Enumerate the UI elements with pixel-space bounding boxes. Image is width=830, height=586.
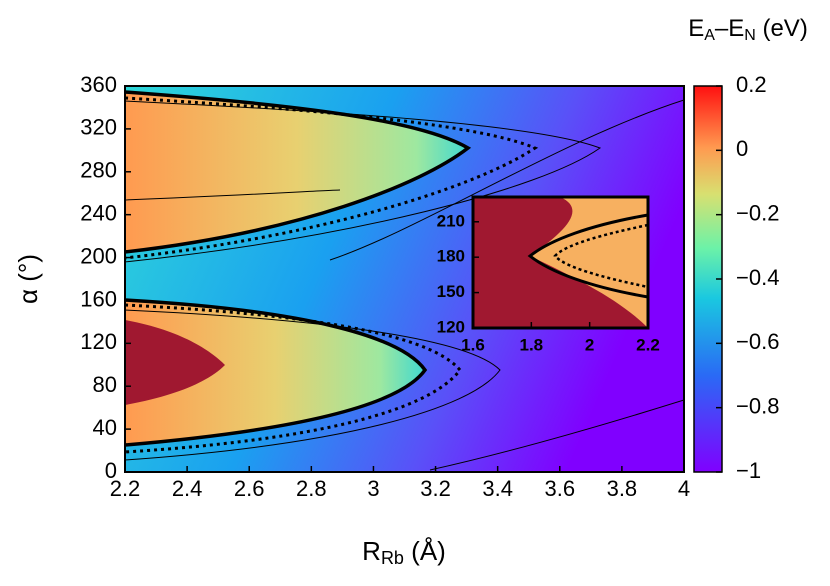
x-tick-label: 4 bbox=[678, 476, 690, 501]
x-tick-label: 2.2 bbox=[110, 476, 141, 501]
x-tick-label: 3.6 bbox=[544, 476, 575, 501]
inset bbox=[471, 195, 650, 330]
x-tick-label: 1.6 bbox=[461, 335, 485, 354]
y-tick-label: 280 bbox=[80, 158, 117, 183]
x-tick-label: 2.6 bbox=[234, 476, 265, 501]
x-tick-label: 3.2 bbox=[420, 476, 451, 501]
colorbar-tick-label: 0 bbox=[736, 136, 748, 161]
y-tick-label: 180 bbox=[437, 247, 465, 266]
x-tick-label: 2 bbox=[585, 335, 594, 354]
y-tick-label: 320 bbox=[80, 115, 117, 140]
y-tick-label: 0 bbox=[105, 458, 117, 483]
x-tick-label: 3.8 bbox=[607, 476, 638, 501]
y-tick-label: 120 bbox=[80, 329, 117, 354]
y-tick-label: 80 bbox=[93, 372, 117, 397]
x-tick-label: 3 bbox=[367, 476, 379, 501]
x-tick-label: 2.8 bbox=[296, 476, 327, 501]
x-tick-label: 1.8 bbox=[520, 335, 544, 354]
y-tick-label: 240 bbox=[80, 200, 117, 225]
colorbar-tick-label: −0.4 bbox=[736, 265, 779, 290]
x-tick-label: 3.4 bbox=[482, 476, 513, 501]
y-tick-label: 150 bbox=[437, 282, 465, 301]
y-tick-label: 40 bbox=[93, 415, 117, 440]
colorbar-label: EA–EN (eV) bbox=[688, 15, 808, 44]
y-axis-label: α (°) bbox=[13, 254, 43, 304]
colorbar-tick-label: −0.2 bbox=[736, 200, 779, 225]
y-tick-label: 160 bbox=[80, 286, 117, 311]
x-axis-label: RRb (Å) bbox=[362, 536, 446, 568]
x-tick-label: 2.2 bbox=[636, 335, 660, 354]
y-tick-label: 200 bbox=[80, 243, 117, 268]
y-tick-label: 120 bbox=[437, 317, 465, 336]
y-tick-label: 210 bbox=[437, 211, 465, 230]
colorbar-tick-label: −0.8 bbox=[736, 393, 779, 418]
colorbar-tick-label: −1 bbox=[736, 458, 761, 483]
x-tick-label: 2.4 bbox=[172, 476, 203, 501]
colorbar-tick-label: −0.6 bbox=[736, 329, 779, 354]
colorbar-tick-label: 0.2 bbox=[736, 72, 767, 97]
plot-frame bbox=[124, 85, 685, 473]
y-tick-label: 360 bbox=[80, 72, 117, 97]
